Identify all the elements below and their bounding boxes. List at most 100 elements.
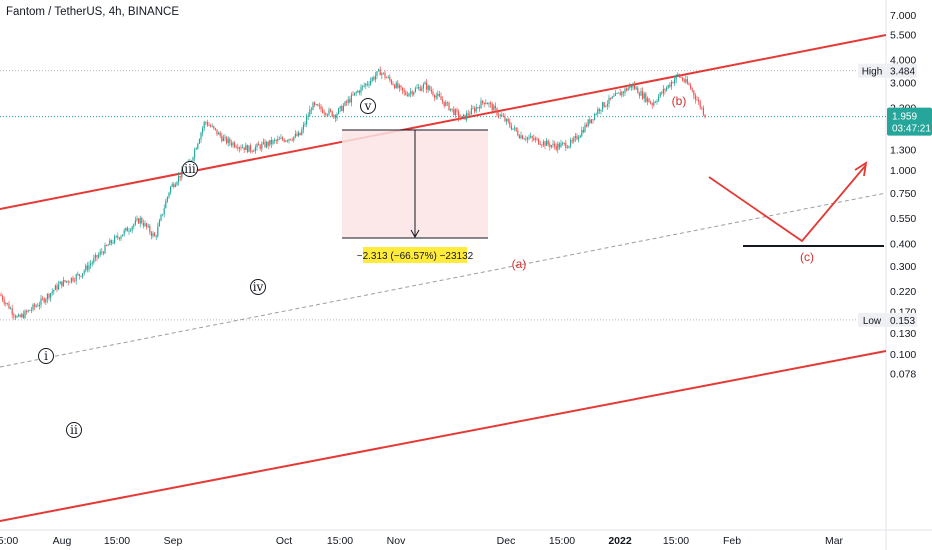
candle-body — [203, 122, 205, 129]
candle-body — [387, 76, 389, 78]
measure-label-box — [363, 247, 467, 263]
candle-body — [42, 298, 44, 300]
candle-body — [117, 235, 119, 238]
candle-body — [125, 227, 127, 231]
candle-body — [254, 147, 256, 152]
candle-body — [0, 294, 2, 297]
candle-body — [677, 74, 679, 76]
candle-body — [101, 251, 103, 253]
price-range-measure: −2.313 (−66.57%) −23132 — [342, 129, 488, 263]
candle-body — [686, 79, 688, 84]
candle-body — [50, 293, 52, 298]
candle-body — [30, 309, 32, 311]
candle-body — [560, 143, 562, 148]
candle-body — [688, 83, 690, 86]
candle-body — [16, 316, 18, 318]
candle-body — [328, 109, 330, 115]
candle-body — [598, 109, 600, 111]
candle-body — [482, 100, 484, 103]
candle-body — [608, 97, 610, 104]
candle-body — [200, 132, 202, 140]
y-tick-label: 9.000 — [890, 0, 916, 2]
candle-body — [512, 128, 514, 130]
candle-body — [386, 77, 388, 79]
candle-body — [18, 315, 20, 317]
candle-body — [205, 122, 207, 123]
candle-body — [510, 126, 512, 130]
candle-body — [40, 298, 42, 305]
y-tick-label: 0.550 — [890, 213, 916, 225]
candle-body — [35, 305, 37, 307]
candle-body — [606, 103, 608, 106]
candle-body — [110, 240, 112, 243]
candle-body — [226, 137, 228, 144]
candle-body — [445, 102, 447, 106]
candle-body — [582, 129, 584, 133]
x-tick-label: Nov — [387, 535, 406, 547]
candle-body — [219, 132, 221, 136]
candle-body — [405, 92, 407, 95]
candle-body — [435, 95, 437, 98]
candle-body — [157, 226, 159, 237]
candle-body — [163, 208, 165, 215]
candle-body — [549, 144, 551, 147]
candle-body — [437, 93, 439, 96]
candle-body — [317, 104, 319, 106]
candle-body — [408, 93, 410, 96]
candle-body — [77, 274, 79, 275]
candle-body — [624, 88, 626, 93]
candle-body — [698, 100, 700, 102]
candle-body — [562, 142, 564, 144]
candle-body — [280, 137, 282, 139]
candle-body — [472, 108, 474, 110]
candle-body — [158, 220, 160, 227]
candle-body — [181, 169, 183, 178]
corrective-label: (c) — [800, 250, 814, 264]
candle-body — [491, 103, 493, 111]
candle-body — [358, 90, 360, 93]
wave-label-iii: iii — [184, 162, 196, 176]
candle-body — [384, 72, 386, 78]
wave-label-i: i — [44, 349, 48, 363]
candle-body — [61, 281, 63, 287]
candle-body — [2, 296, 4, 300]
candle-body — [603, 102, 605, 107]
candle-body — [245, 145, 247, 150]
candle-body — [146, 223, 148, 227]
wave-circle — [250, 279, 266, 295]
candle-body — [600, 109, 602, 111]
measure-label: −2.313 (−66.57%) −23132 — [357, 251, 474, 262]
candle-body — [546, 140, 548, 146]
candle-body — [626, 88, 628, 91]
candle-body — [400, 85, 402, 88]
candle-body — [661, 92, 663, 94]
candle-body — [123, 230, 125, 235]
candle-body — [91, 262, 93, 264]
candle-body — [574, 135, 576, 139]
candle-body — [662, 88, 664, 94]
candle-body — [112, 242, 114, 244]
x-tick-label: 15:00 — [663, 535, 689, 547]
y-tick-label: 0.220 — [890, 286, 916, 298]
candle-body — [323, 112, 325, 114]
candle-body — [166, 196, 168, 202]
wave-circle — [38, 348, 54, 364]
candle-body — [171, 184, 173, 187]
y-tick-label: 0.100 — [890, 349, 916, 361]
candle-body — [259, 145, 261, 149]
candle-body — [88, 265, 90, 270]
candle-body — [336, 113, 338, 119]
candle-body — [584, 124, 586, 133]
candle-body — [62, 280, 64, 287]
candle-body — [104, 245, 106, 254]
candle-body — [59, 281, 61, 285]
candle-body — [382, 72, 384, 74]
candle-body — [299, 132, 301, 135]
candle-body — [635, 87, 637, 89]
candle-body — [227, 138, 229, 144]
candle-body — [304, 123, 306, 125]
candle-body — [381, 73, 383, 76]
candle-body — [310, 109, 312, 111]
candle-body — [291, 139, 293, 141]
